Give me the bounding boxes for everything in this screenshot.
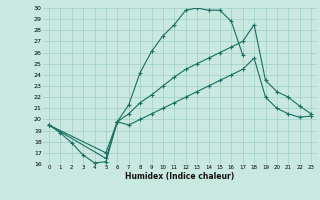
X-axis label: Humidex (Indice chaleur): Humidex (Indice chaleur) — [125, 172, 235, 181]
